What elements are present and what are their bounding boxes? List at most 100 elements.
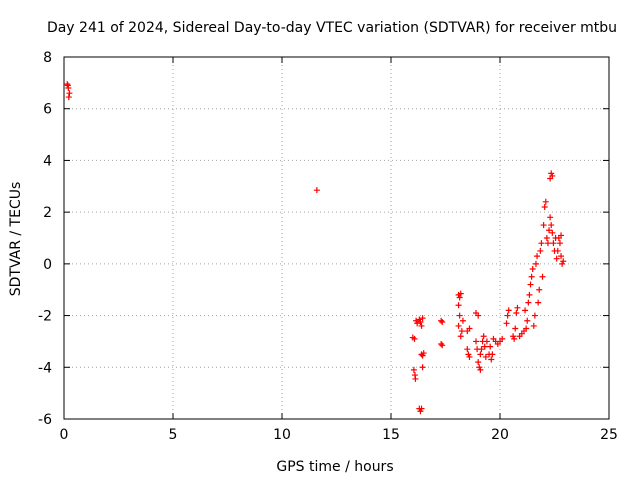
data-point <box>539 273 546 280</box>
y-tick-label: 6 <box>43 102 52 118</box>
data-point <box>64 82 71 89</box>
data-point <box>527 281 534 288</box>
data-point <box>541 203 548 210</box>
data-point <box>512 325 519 332</box>
data-point <box>420 350 427 357</box>
data-point <box>438 341 445 348</box>
y-tick-label: -2 <box>38 309 52 325</box>
data-point <box>466 325 473 332</box>
data-point <box>412 375 419 382</box>
data-point <box>505 307 512 314</box>
data-point <box>538 240 545 247</box>
data-point <box>66 90 73 97</box>
data-point <box>478 346 485 353</box>
data-point <box>525 299 532 306</box>
data-point <box>537 247 544 254</box>
data-point <box>513 309 520 316</box>
x-tick-label: 25 <box>600 427 618 443</box>
y-tick-label: -6 <box>38 412 52 428</box>
data-point <box>466 353 473 360</box>
data-point <box>482 353 489 360</box>
data-point <box>523 325 530 332</box>
x-tick-label: 20 <box>491 427 509 443</box>
axis-ticks: 0 5 10 15 20 25 -6 -4 -2 0 2 4 6 8 <box>38 50 618 443</box>
x-tick-label: 0 <box>60 427 69 443</box>
data-point <box>414 320 421 327</box>
data-point <box>475 359 482 366</box>
data-point <box>532 260 539 267</box>
data-point <box>419 315 426 322</box>
data-point <box>418 322 425 329</box>
data-point <box>543 235 550 241</box>
data-point <box>547 214 554 221</box>
y-tick-label: 2 <box>43 205 52 221</box>
data-point <box>560 258 567 265</box>
data-point <box>477 351 484 358</box>
data-point <box>489 351 496 358</box>
data-point <box>534 253 541 260</box>
data-point <box>439 342 446 349</box>
data-point <box>546 227 553 234</box>
x-tick-label: 15 <box>382 427 400 443</box>
data-point <box>528 273 535 280</box>
data-point <box>417 319 424 326</box>
data-point <box>540 222 547 229</box>
data-point <box>524 317 531 324</box>
y-tick-label: 8 <box>43 50 52 66</box>
data-point <box>313 187 320 194</box>
data-point <box>439 319 446 326</box>
chart-title: Day 241 of 2024, Sidereal Day-to-day VTE… <box>47 20 617 36</box>
data-point <box>475 312 482 319</box>
data-point <box>499 335 506 342</box>
data-point <box>558 253 565 260</box>
data-point <box>64 81 71 88</box>
data-point <box>529 266 536 273</box>
data-point <box>556 240 563 247</box>
data-point <box>65 94 72 101</box>
data-point <box>558 232 565 239</box>
data-point <box>477 366 484 373</box>
y-axis-label: SDTVAR / TECUs <box>8 182 24 297</box>
data-point <box>504 312 511 319</box>
data-point <box>481 343 488 350</box>
data-point <box>458 328 465 335</box>
data-point <box>455 322 462 329</box>
data-point <box>456 294 463 301</box>
data-point <box>455 302 462 309</box>
data-point <box>514 304 521 311</box>
data-point <box>480 333 487 340</box>
data-point <box>535 299 542 306</box>
grid-lines <box>64 57 609 419</box>
data-point <box>473 338 480 345</box>
data-point <box>418 405 425 412</box>
y-tick-label: 0 <box>43 257 52 273</box>
data-point <box>459 317 466 324</box>
y-tick-label: 4 <box>43 153 52 169</box>
data-point <box>464 346 471 353</box>
x-axis-label: GPS time / hours <box>276 459 393 475</box>
data-point <box>544 240 551 247</box>
y-tick-label: -4 <box>38 360 52 376</box>
data-point <box>530 322 537 329</box>
data-point <box>542 198 549 205</box>
data-point <box>483 338 490 345</box>
data-point <box>456 312 463 319</box>
data-point <box>548 222 555 229</box>
data-point <box>410 366 417 373</box>
data-point <box>503 320 510 327</box>
data-point <box>536 286 543 293</box>
x-tick-label: 5 <box>169 427 178 443</box>
data-point <box>553 255 560 262</box>
data-point <box>554 247 561 254</box>
data-point <box>549 229 556 236</box>
data-point <box>487 343 494 350</box>
data-point <box>526 291 533 298</box>
data-point <box>438 317 445 324</box>
data-point <box>550 240 557 247</box>
data-point <box>419 364 426 371</box>
data-point <box>488 356 495 363</box>
data-point <box>511 335 518 342</box>
data-point <box>531 312 538 319</box>
data-point <box>457 333 464 340</box>
